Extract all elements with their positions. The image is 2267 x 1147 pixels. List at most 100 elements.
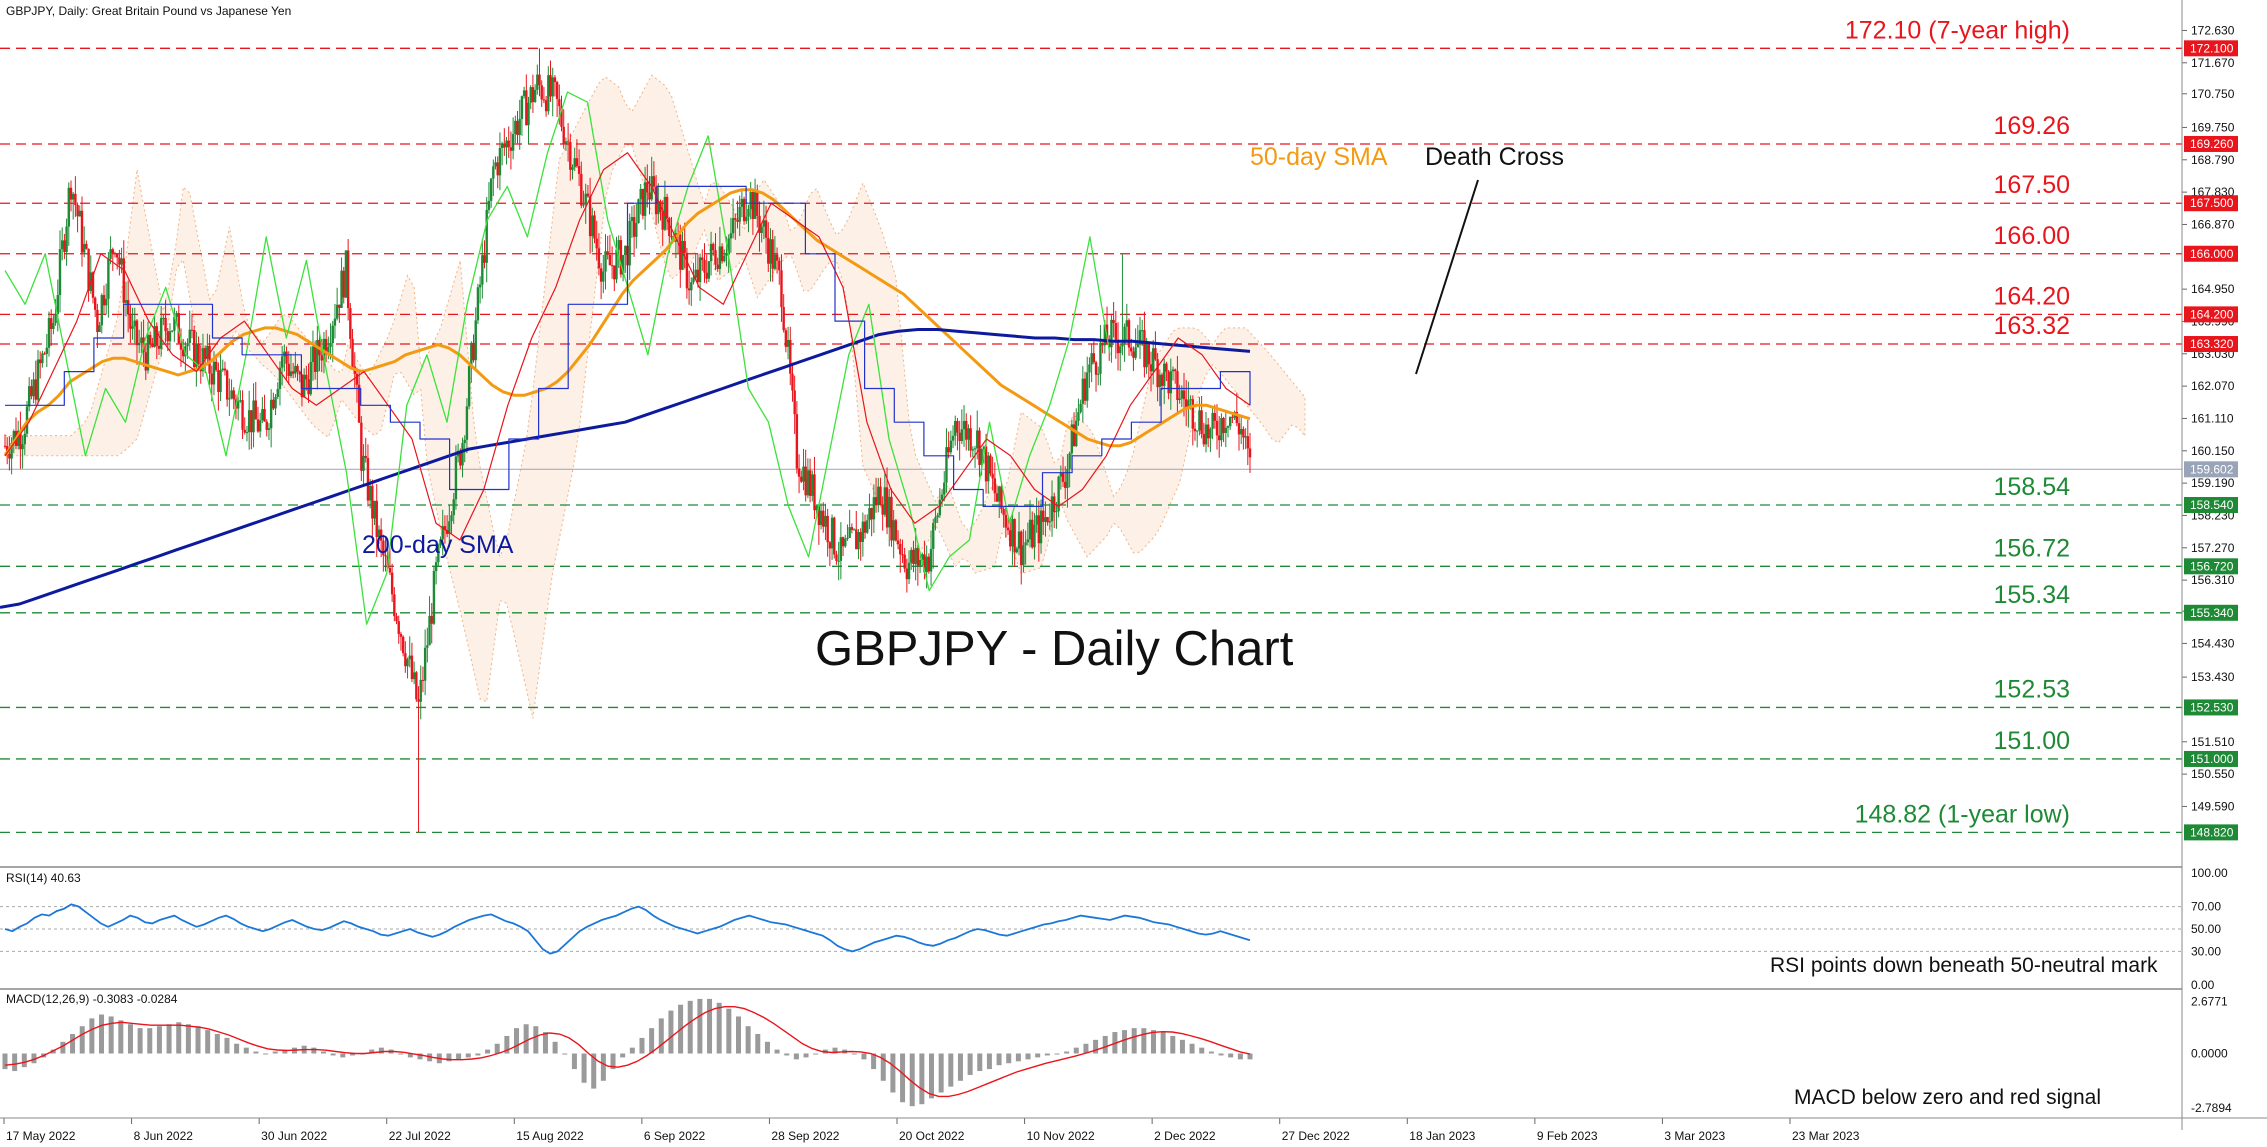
candle-body: [1207, 424, 1210, 439]
level-tag-box: [2184, 245, 2238, 262]
candle-body: [1149, 364, 1153, 372]
candle-body: [360, 422, 363, 471]
candle-body: [364, 455, 367, 458]
candle-body: [839, 537, 843, 561]
macd-bar: [243, 1047, 249, 1054]
date-label: 9 Feb 2023: [1537, 1129, 1598, 1143]
candle-body: [56, 295, 59, 315]
candle-body: [896, 540, 900, 545]
candle-body: [769, 239, 772, 264]
macd-bar: [494, 1043, 500, 1054]
candle-body: [637, 199, 640, 224]
macd-bar: [417, 1053, 423, 1060]
candle-body: [586, 193, 590, 197]
candle-body: [223, 368, 227, 371]
candle-body: [1169, 371, 1173, 394]
candle-body: [505, 140, 508, 148]
candle-body: [859, 532, 862, 542]
candle-body: [155, 326, 158, 346]
candle-body: [382, 540, 385, 556]
candle-body: [45, 347, 48, 354]
candle-body: [514, 120, 517, 135]
candle-body: [544, 100, 548, 112]
macd-bar: [871, 1053, 877, 1070]
candle-body: [652, 176, 656, 187]
candle-body: [217, 370, 220, 392]
candle-body: [923, 554, 926, 573]
candle-body: [951, 435, 955, 441]
candle-body: [1092, 353, 1096, 363]
candle-body: [806, 470, 810, 496]
candle-body: [1031, 519, 1034, 548]
level-tags: 172.100 169.260 167.500 166.000 164.200 163.3…: [2184, 40, 2238, 841]
candle-body: [709, 243, 713, 262]
main-title: GBPJPY - Daily Chart: [815, 622, 1294, 676]
macd-bar: [1015, 1053, 1021, 1062]
level-tag: 156.720: [2190, 559, 2234, 573]
candle-body: [597, 248, 601, 269]
candle-body: [102, 295, 106, 306]
candle-body: [384, 555, 387, 557]
candle-body: [749, 192, 752, 209]
macd-bar: [1102, 1035, 1108, 1054]
candle-body: [54, 314, 57, 324]
candle-body: [465, 406, 469, 440]
candle-body: [388, 567, 392, 573]
candle-body: [428, 615, 431, 646]
candle-body: [1103, 324, 1107, 346]
candle-body: [861, 521, 865, 542]
candle-body: [230, 390, 233, 399]
candle-body: [1134, 347, 1137, 358]
candle-body: [1028, 519, 1032, 540]
rsi-note: RSI points down beneath 50-neutral mark: [1770, 954, 2158, 977]
macd-bar: [542, 1032, 548, 1054]
candle-body: [241, 400, 244, 430]
price-tick-label: 166.870: [2191, 217, 2235, 231]
candle-body: [1090, 353, 1093, 365]
candle-body: [960, 429, 964, 441]
candle-body: [1246, 436, 1250, 449]
macd-bar: [774, 1049, 780, 1054]
candle-body: [621, 255, 625, 275]
candle-body: [1178, 398, 1181, 400]
candle-body: [808, 470, 812, 496]
macd-label: MACD(12,26,9) -0.3083 -0.0284: [6, 992, 178, 1006]
candle-body: [195, 343, 198, 368]
candle-body: [470, 342, 473, 367]
candle-body: [846, 537, 849, 539]
macd-bar: [21, 1053, 27, 1068]
candle-body: [1017, 531, 1021, 549]
current-price-tag: 159.602: [2190, 462, 2234, 476]
level-tag: 169.260: [2190, 137, 2234, 151]
candle-body: [654, 186, 658, 215]
candle-body: [993, 478, 997, 494]
level-tag: 155.340: [2190, 606, 2234, 620]
candle-body: [883, 487, 887, 515]
candle-body: [782, 306, 785, 331]
candle-body: [511, 134, 515, 151]
candle-body: [476, 287, 480, 321]
candle-body: [679, 234, 682, 270]
candle-body: [23, 433, 26, 445]
rsi-line: [4, 903, 1251, 955]
macd-bar: [1247, 1053, 1253, 1060]
candle-body: [980, 448, 983, 465]
macd-bar: [890, 1053, 896, 1093]
macd-bar: [764, 1041, 770, 1054]
candle-body: [639, 188, 642, 200]
candle-body: [1000, 486, 1003, 510]
level-tag-box: [2184, 699, 2238, 716]
candle-body: [417, 699, 420, 702]
candle-body: [1044, 517, 1047, 522]
candle-body: [866, 520, 869, 533]
rsi-plot: 100.00 70.00 50.00 30.00 0.00: [0, 866, 2228, 992]
candle-body: [478, 284, 482, 288]
candle-body: [208, 345, 211, 374]
macd-bar: [253, 1051, 259, 1054]
candle-body: [643, 182, 647, 216]
candle-body: [595, 238, 598, 249]
candle-body: [934, 517, 937, 523]
macd-bar: [166, 1024, 172, 1054]
candle-body: [1050, 496, 1054, 522]
candle-body: [8, 453, 11, 459]
